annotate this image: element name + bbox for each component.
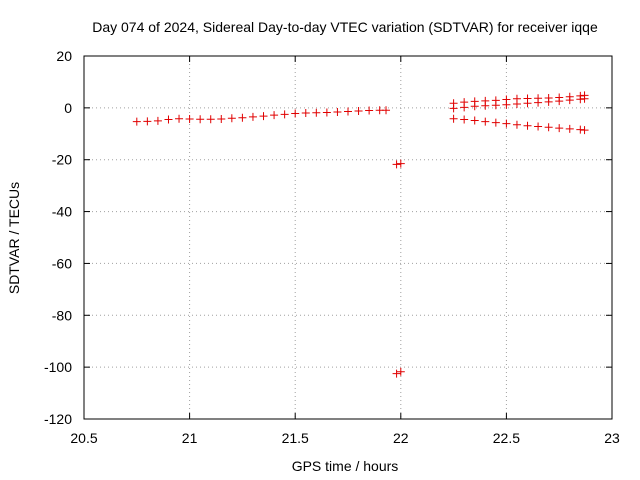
data-point	[301, 109, 310, 118]
data-point	[449, 114, 458, 123]
y-tick-label: 0	[64, 100, 72, 116]
data-point	[502, 100, 511, 109]
data-point	[523, 99, 532, 108]
data-point	[333, 108, 342, 117]
axis-ticks: 20 0 -20 -40 -60 -80 -100 -120 20.5 21 21.5 22 22.5 2…	[44, 48, 620, 446]
data-point	[512, 120, 521, 129]
data-point	[185, 115, 194, 124]
data-point	[280, 110, 289, 119]
plot-frame	[83, 55, 613, 420]
data-point	[502, 119, 511, 128]
data-point	[396, 367, 405, 376]
data-points	[132, 91, 589, 378]
data-point	[270, 111, 279, 120]
data-point	[344, 107, 352, 116]
y-tick-label: -40	[52, 204, 72, 220]
data-point	[534, 122, 543, 131]
x-tick-label: 21.5	[282, 430, 309, 446]
data-point	[206, 115, 215, 124]
data-point	[565, 96, 574, 105]
data-point	[175, 114, 184, 123]
data-point	[544, 97, 553, 106]
data-point	[153, 116, 162, 125]
series-track-a	[132, 106, 391, 126]
data-point	[576, 125, 585, 134]
data-point	[544, 123, 553, 132]
data-point	[481, 101, 490, 110]
data-point	[291, 109, 300, 118]
y-tick-label: -20	[52, 152, 72, 168]
data-point	[382, 106, 391, 115]
data-point	[565, 124, 574, 133]
data-point	[512, 99, 521, 108]
data-point	[580, 94, 589, 103]
data-point	[322, 108, 331, 117]
series-track-b	[449, 91, 589, 108]
data-point	[470, 102, 479, 111]
data-point	[460, 103, 469, 112]
series-isolated-b	[392, 367, 405, 378]
y-tick-label: 20	[56, 48, 72, 64]
data-point	[555, 97, 564, 106]
data-point	[491, 101, 500, 110]
series-track-d	[449, 114, 589, 135]
data-point	[354, 106, 363, 115]
data-point	[227, 114, 236, 123]
y-tick-label: -80	[52, 307, 72, 323]
x-tick-label: 22.5	[493, 430, 520, 446]
data-point	[534, 98, 543, 107]
data-point	[217, 115, 226, 124]
data-point	[491, 118, 500, 127]
series-isolated-a	[392, 159, 405, 169]
data-point	[164, 115, 173, 124]
chart-title: Day 074 of 2024, Sidereal Day-to-day VTE…	[92, 19, 598, 35]
data-point	[470, 116, 479, 125]
data-point	[523, 121, 532, 130]
data-point	[248, 112, 257, 121]
data-point	[312, 108, 321, 117]
data-point	[132, 117, 141, 126]
data-point	[555, 124, 564, 133]
x-tick-label: 23	[604, 430, 620, 446]
data-point	[396, 159, 405, 168]
y-tick-label: -100	[44, 359, 72, 375]
x-axis-label: GPS time / hours	[292, 458, 399, 474]
series-track-c	[449, 94, 589, 113]
y-axis-label: SDTVAR / TECUs	[6, 182, 22, 294]
x-tick-label: 20.5	[70, 430, 97, 446]
data-point	[365, 106, 374, 115]
data-point	[143, 117, 152, 126]
x-tick-label: 22	[393, 430, 409, 446]
y-tick-label: -60	[52, 255, 72, 271]
data-point	[580, 126, 589, 135]
data-point	[392, 369, 401, 378]
y-tick-label: -120	[44, 411, 72, 427]
x-tick-label: 21	[182, 430, 198, 446]
data-point	[259, 112, 268, 121]
data-point	[449, 104, 458, 113]
data-point	[576, 95, 585, 104]
data-point	[238, 113, 247, 122]
data-point	[460, 115, 469, 124]
data-point	[392, 160, 401, 169]
data-point	[196, 115, 205, 124]
data-point	[481, 117, 490, 126]
